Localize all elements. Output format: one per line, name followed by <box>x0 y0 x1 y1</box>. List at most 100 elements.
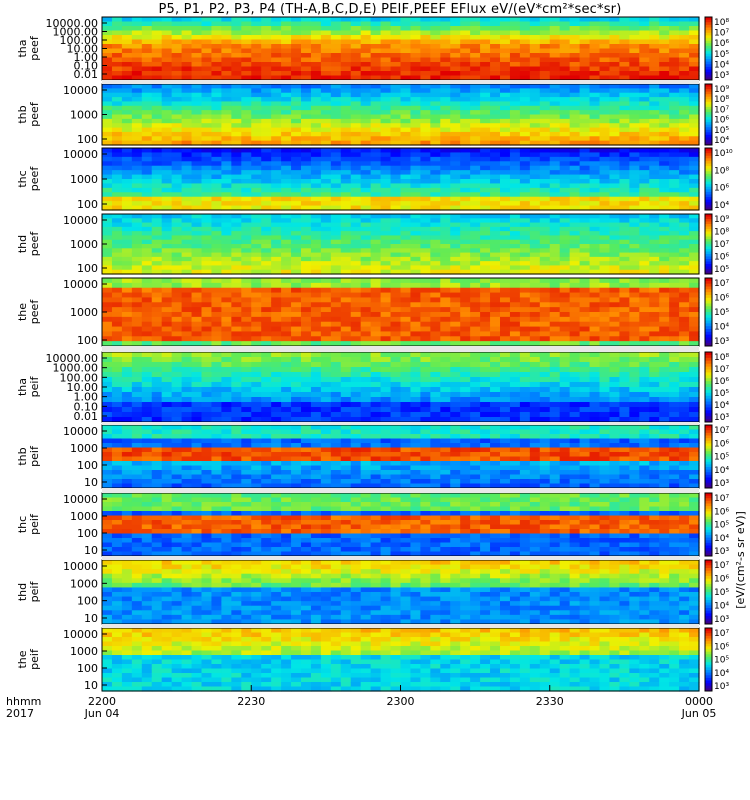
heatmap-cell <box>539 161 551 167</box>
heatmap-cell <box>440 174 451 180</box>
heatmap-cell <box>251 88 262 94</box>
heatmap-cell <box>609 187 620 193</box>
heatmap-cell <box>410 367 421 373</box>
heatmap-cell <box>559 44 571 50</box>
heatmap-cell <box>589 192 601 198</box>
heatmap-cell <box>121 336 133 342</box>
heatmap-cell <box>390 21 402 27</box>
heatmap-cell <box>559 148 571 154</box>
heatmap-cell <box>151 397 163 403</box>
heatmap-cell <box>539 265 551 271</box>
heatmap-cell <box>569 244 581 249</box>
heatmap-cell <box>111 148 123 154</box>
heatmap-cell <box>211 118 222 124</box>
heatmap-cell <box>659 26 670 32</box>
heatmap-cell <box>111 57 123 63</box>
heatmap-cell <box>589 170 601 176</box>
colorbar-frame <box>704 83 713 146</box>
heatmap-cell <box>619 265 630 271</box>
heatmap-cell <box>191 53 203 59</box>
heatmap-cell <box>291 187 302 193</box>
heatmap-cell <box>291 226 302 232</box>
heatmap-cell <box>370 321 382 328</box>
heatmap-cell <box>380 407 392 413</box>
heatmap-cell <box>181 127 193 133</box>
heatmap-cell <box>320 131 332 137</box>
heatmap-cell <box>460 118 471 124</box>
heatmap-cell <box>271 336 282 342</box>
heatmap-cell <box>410 35 421 41</box>
heatmap-cell <box>211 372 222 378</box>
heatmap-cell <box>151 62 163 68</box>
heatmap-cell <box>539 44 551 50</box>
heatmap-cell <box>271 170 282 176</box>
heatmap-cell <box>480 297 491 303</box>
heatmap-cell <box>271 75 282 81</box>
colorbar-step <box>705 236 712 240</box>
heatmap-cell <box>370 222 382 228</box>
heatmap-cell <box>480 53 491 59</box>
heatmap-cell <box>669 57 680 63</box>
heatmap-cell <box>500 35 511 41</box>
heatmap-cell <box>669 218 680 224</box>
heatmap-cell <box>430 292 441 299</box>
heatmap-cell <box>340 30 352 36</box>
heatmap-cell <box>430 148 441 154</box>
heatmap-cell <box>569 148 581 154</box>
heatmap-cell <box>350 136 362 142</box>
heatmap-cell <box>430 316 441 323</box>
heatmap-cell <box>340 88 352 94</box>
heatmap-cell <box>460 21 471 27</box>
heatmap-cell <box>470 265 481 271</box>
heatmap-cell <box>579 321 591 328</box>
heatmap-cell <box>281 161 292 167</box>
heatmap-cell <box>509 35 521 41</box>
heatmap-cell <box>201 282 213 289</box>
heatmap-cell <box>470 179 481 185</box>
heatmap-cell <box>291 367 302 373</box>
heatmap-cell <box>440 387 451 393</box>
heatmap-cell <box>241 196 252 202</box>
colorbar-step <box>705 244 712 247</box>
heatmap-cell <box>460 44 471 50</box>
heatmap-cell <box>609 57 620 63</box>
heatmap-cell <box>191 387 203 393</box>
heatmap-cell <box>579 196 591 202</box>
heatmap-cell <box>480 105 491 111</box>
heatmap-cell <box>231 57 242 63</box>
heatmap-cell <box>470 26 481 32</box>
heatmap-cell <box>679 62 690 68</box>
heatmap-cell <box>420 222 431 228</box>
heatmap-cell <box>599 239 611 245</box>
heatmap-cell <box>251 136 262 142</box>
heatmap-cell <box>480 377 491 383</box>
heatmap-cell <box>171 26 183 32</box>
heatmap-cell <box>649 252 660 258</box>
heatmap-cell <box>609 252 620 258</box>
heatmap-cell <box>599 88 611 94</box>
heatmap-cell <box>430 62 441 68</box>
colorbar-step <box>705 99 712 103</box>
heatmap-cell <box>689 114 700 120</box>
heatmap-cell <box>470 57 481 63</box>
heatmap-cell <box>549 97 561 103</box>
heatmap-cell <box>131 71 143 77</box>
heatmap-cell <box>251 352 262 358</box>
heatmap-cell <box>390 118 402 124</box>
heatmap-cell <box>529 336 541 342</box>
heatmap-cell <box>500 165 511 171</box>
heatmap-cell <box>629 201 640 207</box>
heatmap-cell <box>211 357 222 363</box>
heatmap-cell <box>301 407 312 413</box>
heatmap-cell <box>231 92 242 98</box>
heatmap-cell <box>191 244 203 249</box>
heatmap-cell <box>509 331 521 337</box>
heatmap-cell <box>301 382 312 388</box>
heatmap-cell <box>291 326 302 333</box>
heatmap-cell <box>241 205 252 211</box>
colorbar-step <box>705 64 712 68</box>
heatmap-cell <box>350 278 362 284</box>
heatmap-cell <box>559 331 571 337</box>
heatmap-cell <box>310 316 322 323</box>
